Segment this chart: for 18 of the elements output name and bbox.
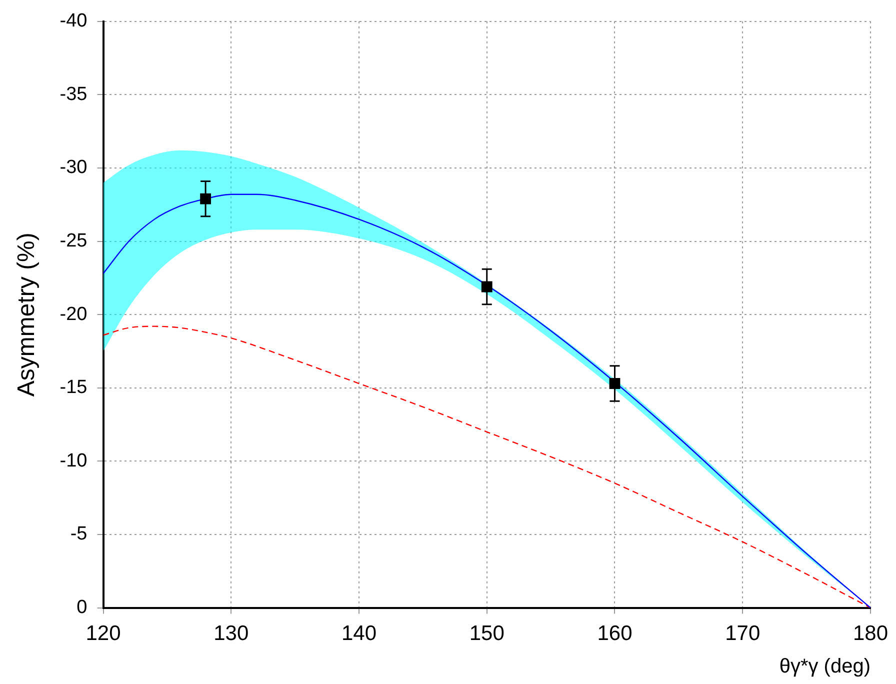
x-tick-label: 140	[341, 622, 377, 646]
y-tick-label: 0	[76, 597, 88, 618]
y-tick-label: -15	[60, 377, 88, 398]
y-tick-label: -20	[60, 304, 88, 325]
x-tick-label: 120	[86, 622, 121, 646]
y-tick-label: -25	[60, 230, 88, 252]
x-axis-title: θγ*γ (deg)	[779, 656, 870, 678]
y-tick-label: -5	[70, 524, 88, 545]
x-tick-label: 160	[597, 622, 632, 646]
y-axis-title: Asymmetry (%)	[13, 232, 40, 397]
x-tick-label: 130	[214, 622, 249, 646]
y-tick-label: -35	[60, 84, 88, 105]
x-tick-label: 180	[852, 622, 888, 646]
x-tick-label: 150	[469, 622, 504, 646]
y-tick-label: -10	[60, 450, 88, 472]
y-tick-label: -30	[60, 157, 88, 178]
y-tick-label: -40	[60, 10, 88, 32]
x-tick-label: 170	[725, 622, 760, 646]
